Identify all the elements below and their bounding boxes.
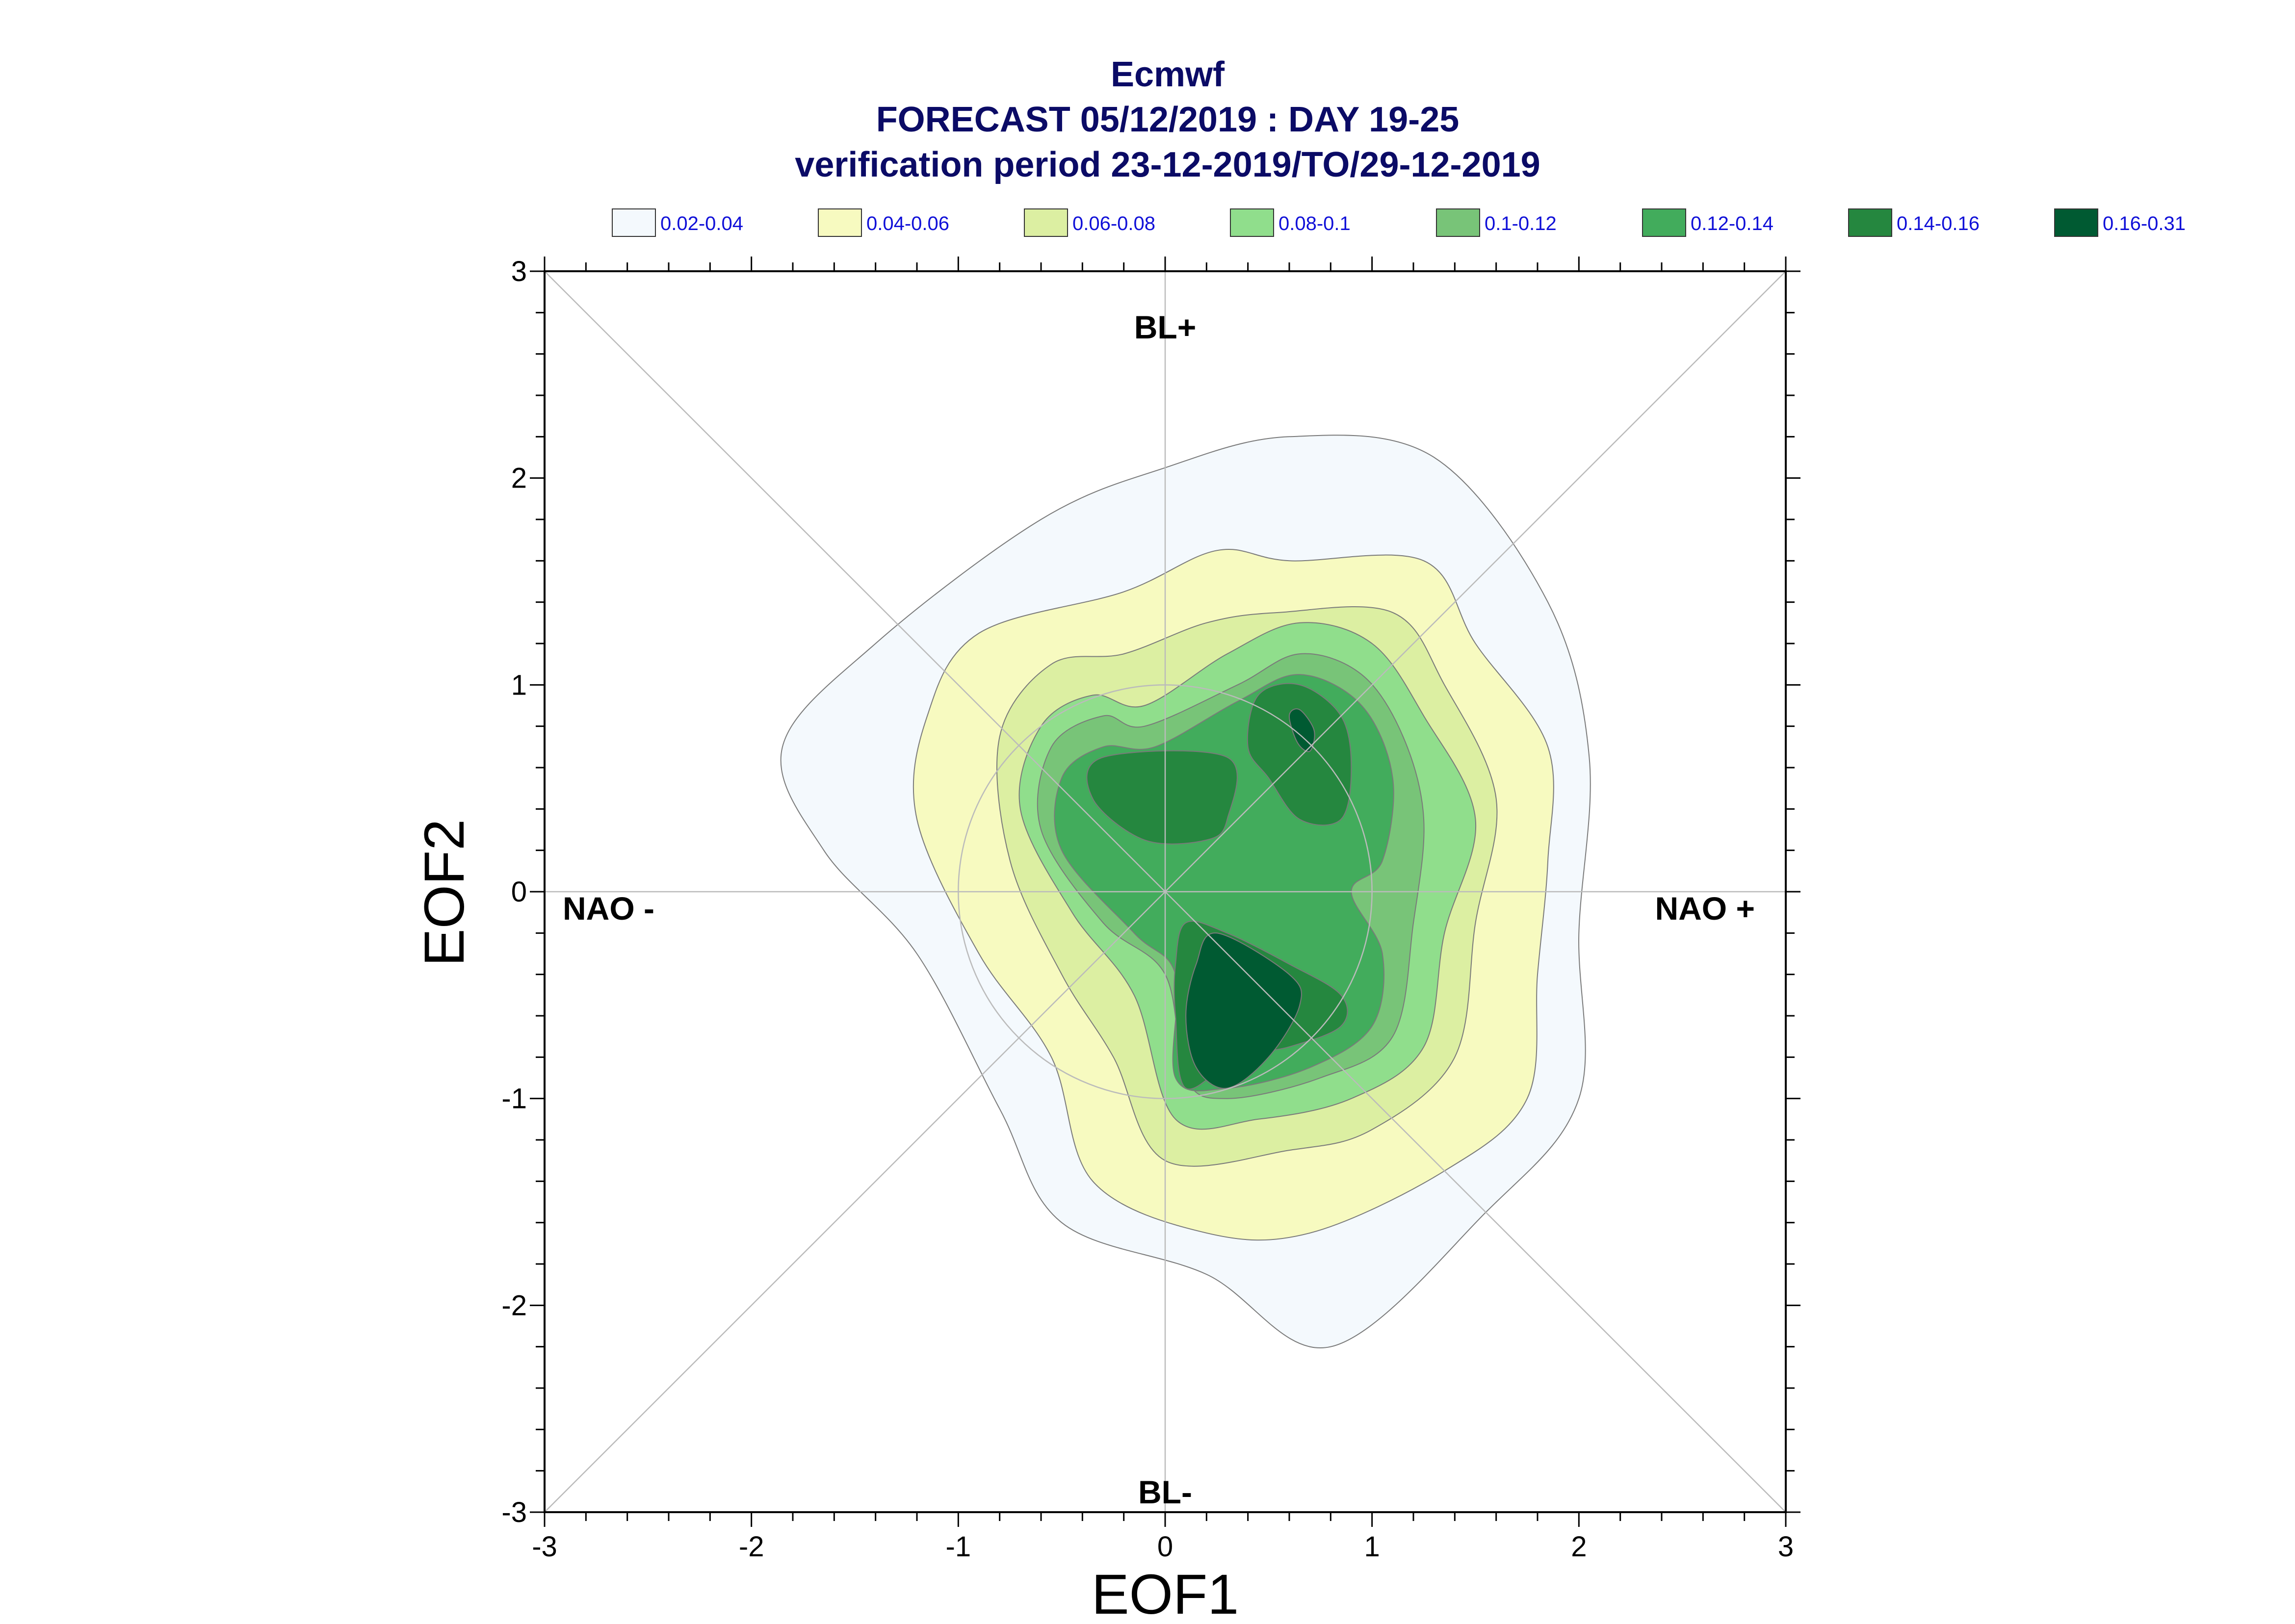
guide-lines [544,271,1786,1513]
chart-title-line-1: Ecmwf [1111,55,1225,94]
legend-label: 0.06-0.08 [1072,213,1155,234]
legend-label: 0.16-0.31 [2103,213,2186,234]
x-tick-label: -1 [946,1531,971,1563]
axis-ticks: -3 -2 -1 0 1 2 3 -3 -2 -1 0 1 2 3 [501,256,1800,1563]
legend-swatch [1848,208,1892,237]
legend-swatch [2054,208,2098,237]
legend-label: 0.12-0.14 [1691,213,1773,234]
legend-swatch [1642,208,1686,237]
regime-label-bottom: BL- [1138,1474,1192,1510]
legend-label: 0.14-0.16 [1897,213,1980,234]
regime-label-top: BL+ [1134,309,1197,345]
legend-label: 0.02-0.04 [660,213,743,234]
legend-label: 0.1-0.12 [1485,213,1557,234]
x-tick-label: -2 [739,1531,764,1563]
legend-label: 0.04-0.06 [866,213,949,234]
legend-swatch [612,208,656,237]
legend-swatch [1230,208,1274,237]
y-tick-label: 0 [511,876,527,908]
y-tick-label: -1 [501,1083,527,1115]
legend-label: 0.08-0.1 [1278,213,1351,234]
x-tick-label: 2 [1571,1531,1587,1563]
x-tick-label: 1 [1364,1531,1380,1563]
y-tick-label: 1 [511,669,527,701]
contour-region [1247,683,1352,826]
y-axis-title: EOF2 [413,819,476,966]
x-tick-label: -3 [532,1531,557,1563]
x-axis-title: EOF1 [1092,1563,1239,1624]
contour-region [1185,932,1302,1089]
unit-circle [958,684,1373,1099]
y-tick-label: 3 [511,256,527,287]
regime-label-right: NAO + [1655,890,1755,927]
legend-swatch [1024,208,1068,237]
y-tick-label: 2 [511,463,527,494]
contour-region [1086,750,1238,845]
legend: 0.02-0.04 0.04-0.06 0.06-0.08 0.08-0.1 0.1-0… [612,208,2186,237]
y-tick-label: -2 [501,1289,527,1321]
legend-swatch [1436,208,1480,237]
regime-label-left: NAO - [563,890,654,927]
chart-title-line-3: verification period 23-12-2019/TO/29-12-… [795,145,1540,184]
y-tick-label: -3 [501,1496,527,1528]
chart-title-line-2: FORECAST 05/12/2019 : DAY 19-25 [876,100,1460,139]
legend-swatch [818,208,862,237]
x-tick-label: 0 [1157,1531,1173,1563]
x-tick-label: 3 [1778,1531,1794,1563]
plot-area: -3 -2 -1 0 1 2 3 -3 -2 -1 0 1 2 3 [501,256,1800,1563]
